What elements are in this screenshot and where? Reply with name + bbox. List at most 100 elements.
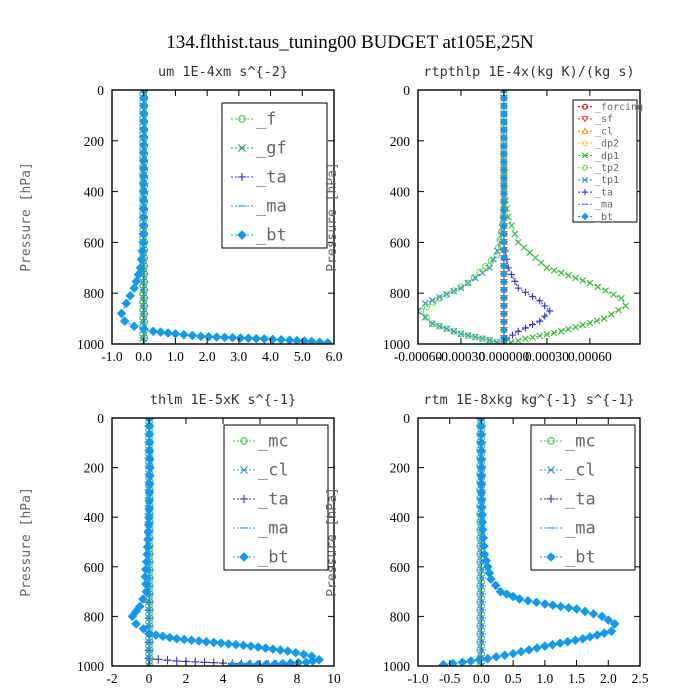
panel-2: rtpthlp 1E-4x(kg K)/(kg s) Pressure [hPa]… xyxy=(325,64,643,364)
series-line-tp1 xyxy=(418,90,505,344)
data-marker xyxy=(508,222,515,229)
data-marker xyxy=(145,662,153,666)
data-marker xyxy=(555,638,565,648)
data-marker xyxy=(227,332,238,343)
data-marker xyxy=(529,321,537,329)
data-marker xyxy=(514,284,522,292)
data-marker xyxy=(423,314,430,321)
data-marker xyxy=(187,330,198,341)
legend-label: _forcing xyxy=(595,102,643,113)
data-marker xyxy=(499,650,510,661)
data-marker xyxy=(307,336,317,344)
x-tick-label: 8 xyxy=(294,671,301,686)
legend-marker xyxy=(547,437,555,445)
data-marker xyxy=(138,624,149,634)
y-tick-label: 1000 xyxy=(77,659,104,674)
data-marker xyxy=(158,631,168,642)
data-marker xyxy=(245,641,256,651)
x-tick-label: -0.00030 xyxy=(437,349,486,364)
y-tick-label: 200 xyxy=(84,134,105,149)
data-marker xyxy=(499,253,509,263)
legend-box xyxy=(221,102,328,249)
plot-frame xyxy=(111,89,335,345)
series-markers-bt xyxy=(127,418,324,666)
legend-marker xyxy=(238,115,246,123)
data-marker xyxy=(546,307,554,315)
x-tick-label: 2.0 xyxy=(199,349,216,364)
x-tick-label: 6.0 xyxy=(326,349,343,364)
data-marker xyxy=(219,332,230,343)
data-marker xyxy=(511,230,519,238)
data-marker xyxy=(284,335,295,344)
data-marker xyxy=(203,331,214,342)
data-marker xyxy=(227,660,238,666)
data-marker xyxy=(172,656,181,666)
data-marker xyxy=(277,658,288,666)
legend-marker xyxy=(581,116,589,123)
legend-marker xyxy=(237,172,247,182)
y-tick-label: 1000 xyxy=(383,659,410,674)
data-marker xyxy=(550,266,558,274)
data-marker xyxy=(243,333,254,344)
legend-label: _f xyxy=(256,110,276,130)
data-marker xyxy=(140,571,151,582)
data-marker xyxy=(586,319,594,327)
data-marker xyxy=(607,310,615,318)
data-marker xyxy=(423,303,431,310)
data-marker xyxy=(148,326,158,337)
x-tick-label: -1.0 xyxy=(407,671,429,686)
data-marker xyxy=(562,636,573,647)
data-marker xyxy=(537,259,545,267)
legend: _forcing_sf_cl _dp2_dp1_tp2_tp1_ta _ma_bt xyxy=(572,99,643,223)
data-marker xyxy=(194,636,204,646)
data-marker xyxy=(532,643,542,653)
data-marker xyxy=(499,101,509,111)
data-marker xyxy=(145,418,153,422)
data-marker xyxy=(499,189,509,199)
data-marker xyxy=(520,244,528,251)
x-tick-label: 2 xyxy=(183,671,190,686)
x-tick-label: 0.000000 xyxy=(479,349,530,364)
y-axis-label: Pressure [hPa] xyxy=(325,162,340,272)
data-marker xyxy=(443,290,451,298)
data-marker xyxy=(191,657,200,666)
data-marker xyxy=(322,337,333,344)
y-axis-label: Pressure [hPa] xyxy=(19,487,34,597)
x-tick-label: 10 xyxy=(327,671,341,686)
data-marker xyxy=(594,283,602,291)
data-marker xyxy=(477,418,486,422)
data-marker xyxy=(499,93,509,103)
legend-marker xyxy=(581,127,589,134)
y-axis-label: Pressure [hPa] xyxy=(19,162,34,272)
data-marker xyxy=(163,328,173,338)
data-marker xyxy=(540,641,550,651)
data-marker xyxy=(541,302,549,310)
y-tick-label: 200 xyxy=(390,134,411,149)
data-marker xyxy=(196,331,206,342)
data-marker xyxy=(421,299,429,307)
data-marker xyxy=(486,336,493,344)
data-marker xyxy=(457,283,465,291)
x-tick-label: 0.5 xyxy=(505,671,522,686)
data-marker xyxy=(524,645,534,655)
y-tick-label: 600 xyxy=(84,560,105,575)
series-line-tp2 xyxy=(420,90,505,344)
data-marker xyxy=(428,296,436,304)
legend-label: _cl xyxy=(258,461,289,481)
data-marker xyxy=(479,335,486,342)
data-marker xyxy=(536,317,544,325)
data-marker xyxy=(499,229,509,239)
x-tick-label: 0.00030 xyxy=(525,349,569,364)
data-marker xyxy=(555,601,566,612)
y-tick-label: 200 xyxy=(84,461,105,476)
data-marker xyxy=(486,574,496,584)
data-marker xyxy=(165,632,175,643)
data-marker xyxy=(572,274,579,282)
data-marker xyxy=(253,659,263,666)
x-tick-label: 6 xyxy=(257,671,264,686)
data-marker xyxy=(244,659,255,666)
y-tick-label: 200 xyxy=(390,461,411,476)
data-marker xyxy=(154,655,163,664)
data-marker xyxy=(301,657,312,666)
